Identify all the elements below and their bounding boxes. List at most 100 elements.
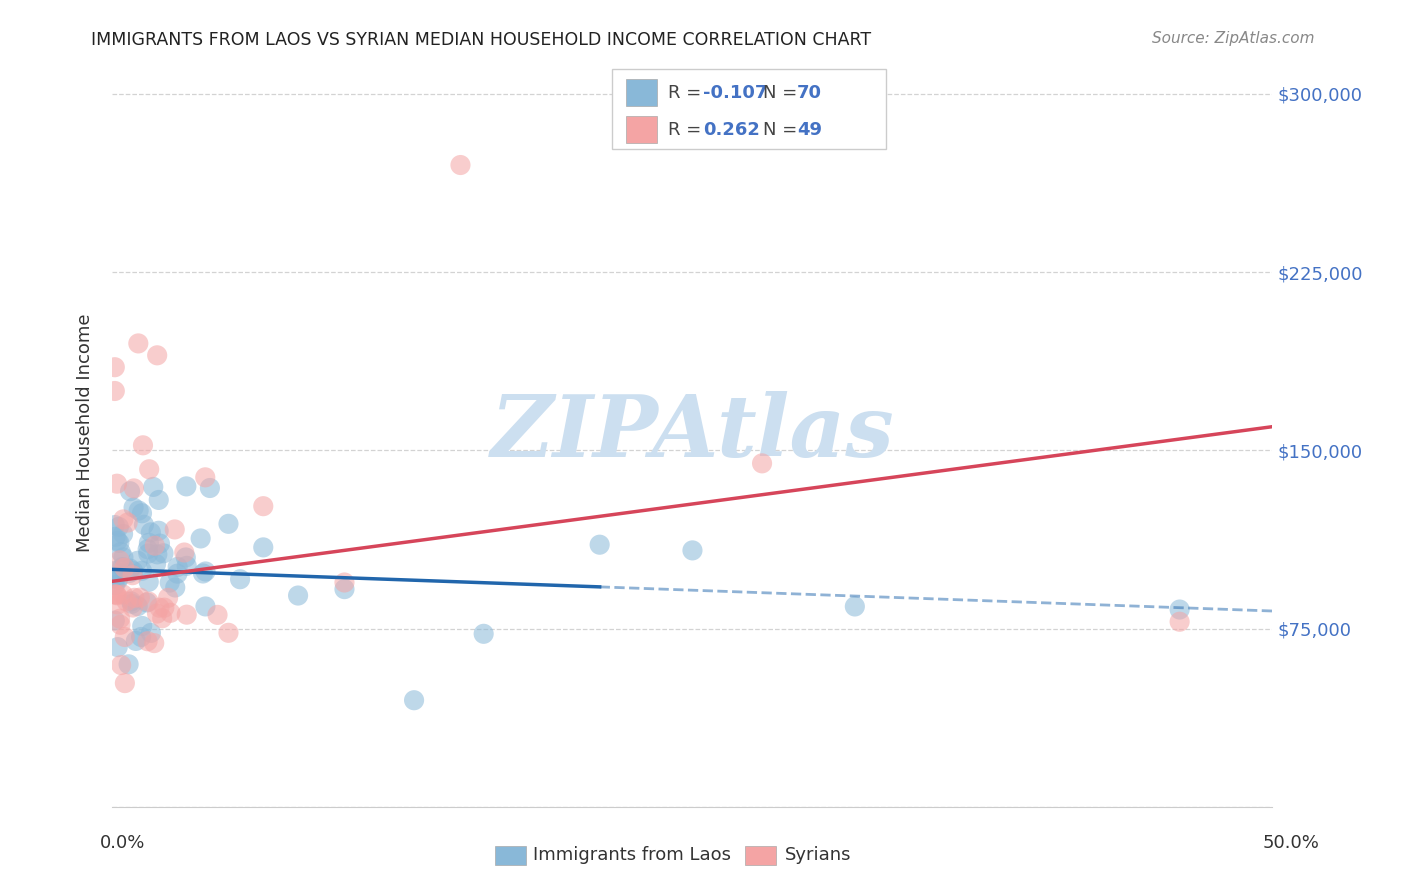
Point [218,625,240,640]
Point [138,574,160,589]
Text: Source: ZipAtlas.com: Source: ZipAtlas.com [1152,31,1315,46]
Point [149,536,172,550]
Point [252,541,274,555]
Point [104,572,127,586]
Text: 49: 49 [797,120,823,138]
Point [114,630,136,644]
Point [121,568,143,582]
Point [148,600,170,615]
Text: IMMIGRANTS FROM LAOS VS SYRIAN MEDIAN HOUSEHOLD INCOME CORRELATION CHART: IMMIGRANTS FROM LAOS VS SYRIAN MEDIAN HO… [91,31,872,49]
Point [131,564,153,578]
Point [112,561,135,575]
Point [165,581,187,595]
Point [108,520,131,534]
Point [104,384,127,398]
Point [194,599,217,614]
Point [163,523,186,537]
Point [128,503,150,517]
Point [1168,615,1191,629]
Point [118,561,141,575]
Point [122,500,145,515]
Point [112,512,135,526]
Point [111,560,134,574]
Point [112,550,135,565]
Point [107,533,129,548]
Point [194,565,217,579]
Point [135,595,157,609]
Point [112,527,135,541]
Point [138,536,160,550]
Point [176,607,198,622]
Text: N =: N = [763,120,803,138]
Point [153,600,176,615]
Point [104,360,127,375]
Point [173,545,195,559]
Point [122,482,145,496]
Point [111,588,134,602]
Point [127,554,149,568]
Point [104,518,127,533]
Point [105,588,128,602]
Text: 0.262: 0.262 [703,120,759,138]
Point [127,336,149,351]
Text: R =: R = [668,84,707,102]
Point [132,517,155,532]
Text: 70: 70 [797,84,823,102]
Point [146,547,169,561]
Point [148,492,170,507]
Point [136,547,159,561]
Point [333,582,356,596]
Point [191,566,214,581]
Point [588,538,610,552]
Point [472,627,495,641]
Point [142,480,165,494]
Point [844,599,866,614]
Point [143,636,166,650]
Y-axis label: Median Household Income: Median Household Income [76,313,94,552]
Point [110,545,132,559]
Point [104,587,127,601]
Text: R =: R = [668,120,713,138]
Point [138,594,160,608]
Point [450,158,472,172]
Point [132,438,155,452]
Point [110,658,132,673]
Point [751,456,773,470]
Point [107,573,129,587]
Point [176,558,198,573]
Point [1168,602,1191,616]
Point [104,564,127,578]
Point [136,634,159,648]
Point [287,589,309,603]
Point [114,676,136,690]
Point [125,634,148,648]
Point [207,607,229,622]
Point [138,462,160,476]
Point [190,532,212,546]
Point [107,571,129,585]
Point [120,594,142,608]
Point [129,630,152,644]
Point [122,564,145,578]
Point [218,516,240,531]
Point [118,484,141,499]
Point [174,550,197,565]
Point [166,566,188,581]
Point [117,657,139,672]
Point [131,619,153,633]
Point [157,591,180,605]
Point [136,542,159,557]
Point [121,597,143,611]
Point [143,539,166,553]
Point [150,611,173,625]
Point [122,600,145,615]
Point [107,598,129,612]
Point [166,560,188,574]
Text: N =: N = [763,84,803,102]
Point [148,524,170,538]
Point [110,617,132,632]
Point [159,575,181,590]
Point [139,525,162,540]
Point [105,588,128,602]
Point [104,614,127,628]
